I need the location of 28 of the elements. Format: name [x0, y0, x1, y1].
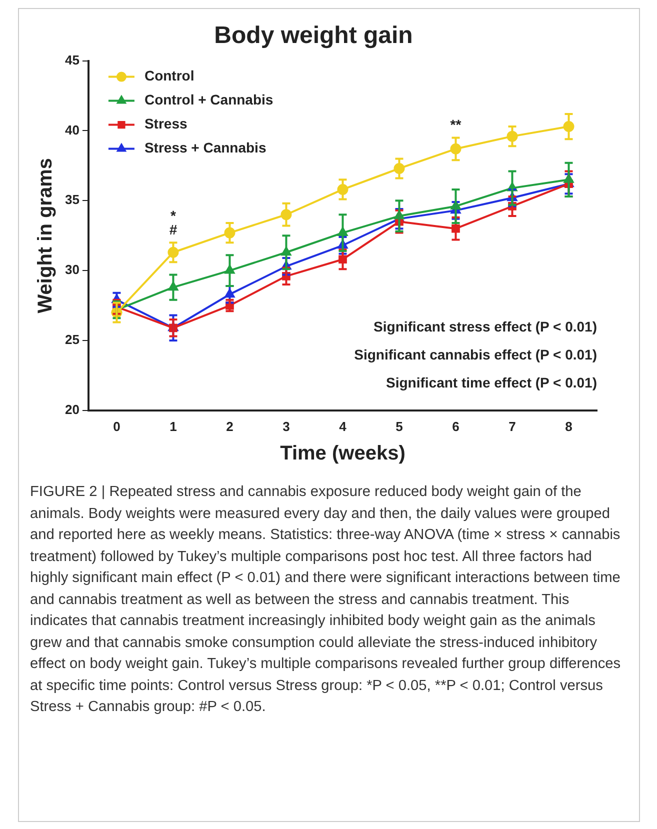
text: FIGURE 2 | Repeated stress and cannabis exposure reduced body weight gain of the animals. Body weights were measured every day and then, the daily values were grouped and reported here as weekly means. Statistics: three-way ANOVA (time × stress × cannabis treatment) followed by Tukey’s multiple comparisons post hoc test. All three factors had highly significant main effect (P < 0.01) and there were significant interactions between time and cannabis treatment as well as between the stress and cannabis treatment. This indicates that cannabis treatment increasingly inhibited body weight gain as the animals grew and that cannabis smoke consumption could alleviate the stress-induced inhibitory effect on body weight gain. Tukey’s multiple comparisons revealed further group differences at specific time points: Control versus Stress group: *P < 0.05, **P < 0.01; Control versus Stress + Cannabis group: #P < 0.05.: [30, 484, 621, 715]
annotation: Significant cannabis effect (P < 0.01): [354, 346, 597, 362]
y-tick-label: 30: [64, 262, 80, 278]
x-axis-title: Time (weeks): [280, 442, 406, 465]
x-tick-label: 7: [508, 418, 516, 434]
x-tick-label: 6: [452, 418, 460, 434]
x-tick-label: 3: [282, 418, 290, 434]
x-tick-label: 1: [170, 418, 177, 434]
y-tick-label: 20: [64, 402, 80, 417]
x-tick-label: 4: [339, 418, 348, 434]
y-tick-label: 35: [64, 192, 80, 208]
legend-label: Stress + Cannabis: [144, 140, 266, 156]
y-tick-label: 25: [64, 332, 80, 348]
y-tick-label: 45: [64, 52, 80, 68]
annotation: **: [450, 116, 462, 133]
annotation: * #: [169, 207, 178, 238]
chart-title: Body weight gain: [214, 22, 413, 50]
x-tick-label: 0: [113, 418, 120, 434]
legend-label: Stress: [144, 116, 188, 132]
x-tick-label: 8: [565, 418, 572, 434]
x-tick-label: 5: [396, 418, 403, 434]
x-tick-label: 2: [226, 418, 234, 434]
y-tick-label: 40: [64, 122, 80, 138]
annotation: Significant stress effect (P < 0.01): [374, 318, 597, 334]
legend-label: Control + Cannabis: [144, 92, 274, 108]
legend-label: Control: [144, 68, 194, 84]
y-axis-title: Weight in grams: [34, 158, 57, 314]
annotation: Significant time effect (P < 0.01): [386, 374, 597, 390]
